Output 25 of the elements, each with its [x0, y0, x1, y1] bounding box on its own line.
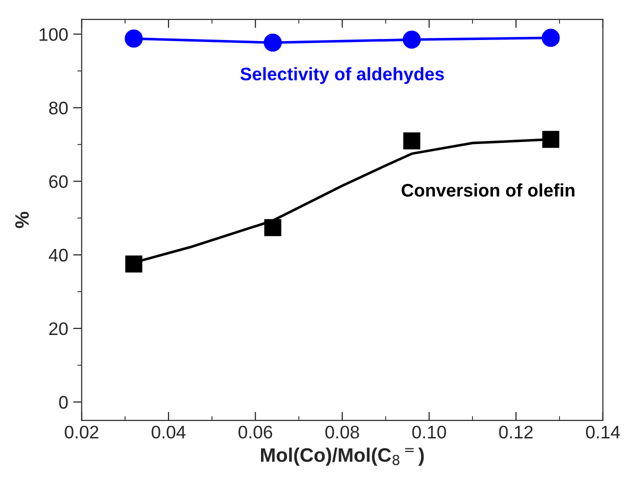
x-tick-label: 0.06: [238, 426, 272, 439]
y-tick-label: 80: [49, 102, 68, 114]
annotation: Selectivity of aldehydes: [240, 67, 444, 84]
y-tick-label: 20: [49, 322, 68, 336]
y-tick-label: 100: [40, 28, 68, 41]
point: [403, 132, 420, 150]
y-tick-label: 40: [48, 248, 68, 262]
x-tick-label: 0.14: [586, 426, 620, 439]
x-tick-label: 0.04: [152, 426, 186, 439]
y-axis-title: %: [15, 212, 29, 228]
point: [125, 256, 142, 273]
point: [124, 30, 143, 48]
point: [264, 219, 282, 236]
x-tick-label: 0.08: [325, 426, 360, 439]
x-tick-label: 0.12: [499, 426, 533, 439]
point: [402, 30, 421, 49]
x-tick-label: 0.02: [64, 426, 98, 439]
point: [542, 28, 560, 47]
x-axis-title: Mol(Co)/Mol(C$_{8}$$^{=}$): [261, 448, 424, 466]
point: [264, 34, 282, 52]
y-tick-label: 0: [59, 396, 68, 409]
x-tick-label: 0.10: [412, 426, 446, 439]
annotation: Conversion of olefin: [402, 183, 574, 197]
point: [542, 130, 560, 148]
y-tick-label: 60: [49, 175, 68, 188]
